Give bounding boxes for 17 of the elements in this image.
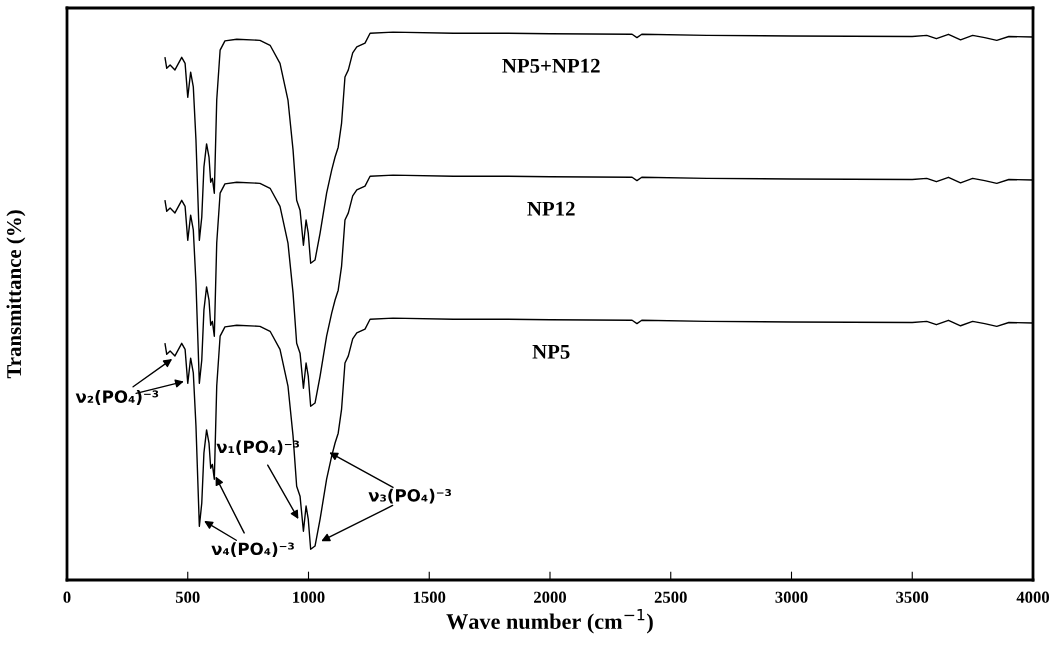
x-tick-label: 500 [175, 591, 200, 603]
x-tick-label: 1000 [293, 591, 325, 603]
annotation: ν₄(PO₄)⁻³ [211, 542, 294, 558]
annotation: ν₃(PO₄)⁻³ [368, 488, 451, 504]
x-tick-label: 1500 [413, 591, 446, 603]
x-tick-label: 0 [63, 591, 71, 603]
x-tick-label: 3500 [896, 591, 929, 603]
series-label: NP12 [527, 201, 575, 216]
x-axis-title: Wave number (cm$^{−1}$) [446, 609, 653, 634]
annotation: ν₂(PO₄)⁻³ [75, 390, 159, 405]
series-label: NP5+NP12 [502, 58, 600, 73]
x-tick-label: 4000 [1016, 591, 1050, 603]
series-label: NP5 [532, 344, 570, 359]
x-tick-label: 3000 [775, 591, 808, 603]
x-tick-label: 2500 [654, 591, 687, 603]
x-tick-label: 2000 [534, 591, 567, 603]
y-axis-title: Transmittance (%) [6, 210, 26, 379]
